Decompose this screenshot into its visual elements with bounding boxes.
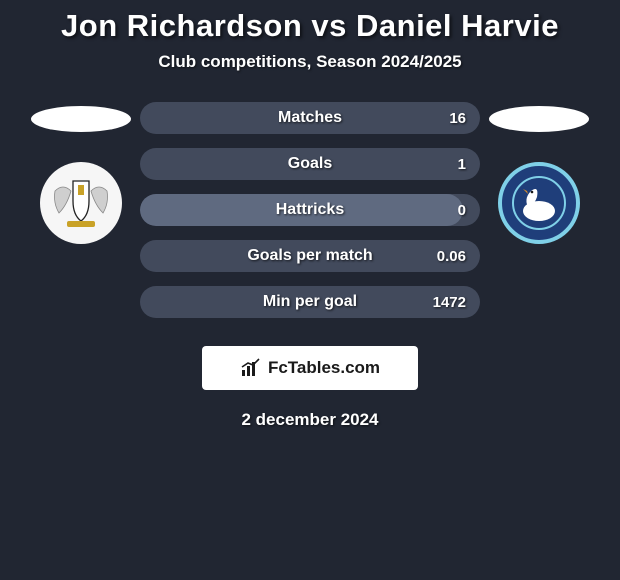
- main-row: Matches16 Goals1 Hattricks0 Goals per match…: [0, 102, 620, 318]
- right-club-crest: [498, 162, 580, 244]
- stat-row: Goals1: [140, 148, 480, 180]
- stat-right-value: 0.06: [437, 240, 466, 272]
- page-title: Jon Richardson vs Daniel Harvie: [61, 8, 559, 44]
- stat-row-fill: [140, 194, 463, 226]
- stat-row: Goals per match0.06: [140, 240, 480, 272]
- left-club-crest: [40, 162, 122, 244]
- stats-column: Matches16 Goals1 Hattricks0 Goals per match…: [136, 102, 484, 318]
- left-placeholder-ellipse: [31, 106, 131, 132]
- right-side-col: [484, 102, 594, 244]
- stat-row: Hattricks0: [140, 194, 480, 226]
- stat-label: Min per goal: [140, 286, 480, 318]
- stat-right-value: 1472: [433, 286, 466, 318]
- brand-text: FcTables.com: [268, 358, 380, 378]
- brand-box: FcTables.com: [202, 346, 418, 390]
- date-text: 2 december 2024: [241, 410, 378, 430]
- page-subtitle: Club competitions, Season 2024/2025: [158, 52, 461, 72]
- left-side-col: [26, 102, 136, 244]
- stat-label: Goals per match: [140, 240, 480, 272]
- crest-swan-icon: [509, 173, 569, 233]
- stat-right-value: 16: [449, 102, 466, 134]
- stat-label: Matches: [140, 102, 480, 134]
- bar-chart-icon: [240, 357, 262, 379]
- right-placeholder-ellipse: [489, 106, 589, 132]
- infographic-root: Jon Richardson vs Daniel Harvie Club com…: [0, 0, 620, 430]
- stat-right-value: 1: [458, 148, 466, 180]
- stat-row: Min per goal1472: [140, 286, 480, 318]
- stat-row: Matches16: [140, 102, 480, 134]
- crest-shield-icon: [49, 171, 113, 235]
- stat-label: Goals: [140, 148, 480, 180]
